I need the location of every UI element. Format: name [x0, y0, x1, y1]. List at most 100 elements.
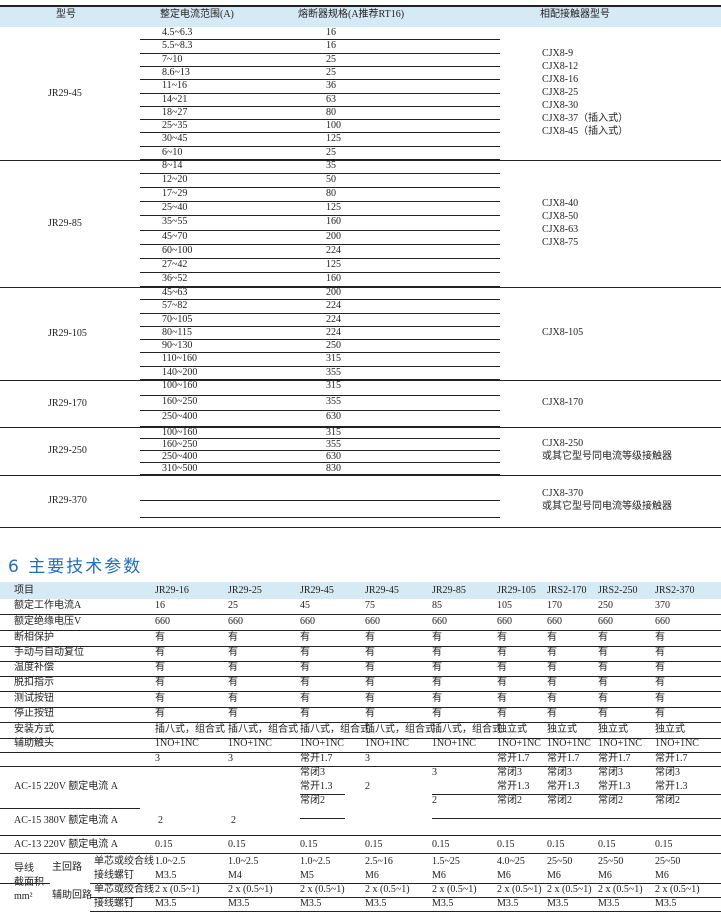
row-label: 脱扣指示: [14, 677, 54, 688]
row-value: 有: [432, 632, 442, 643]
ac15-cell: 常开1.3: [547, 781, 580, 792]
ac15-cell: 常开1.3: [497, 781, 530, 792]
wire-value: 2 x (0.5~1): [155, 884, 200, 895]
current-range-cell: 30~45: [162, 133, 188, 145]
contactor-cell: CJX8-45（插入式）: [542, 126, 629, 137]
current-range-cell: 8.6~13: [162, 66, 190, 78]
row-divider: [140, 92, 500, 94]
wire-value: M3.5: [655, 898, 677, 909]
row-value: 有: [497, 647, 507, 658]
row-divider: [0, 614, 721, 615]
row-value: 有: [497, 662, 507, 673]
row-value: 有: [365, 647, 375, 658]
row-divider: [0, 738, 721, 739]
contactor-cell: CJX8-370: [542, 488, 584, 499]
row-value: 有: [155, 677, 165, 688]
ac15-cell: 常开1.7: [598, 753, 631, 764]
row-value: 1NO+1NC: [547, 738, 591, 749]
wire-value: M6: [432, 870, 446, 881]
row-value: 有: [598, 647, 608, 658]
ac15-cell: 常闭2: [300, 795, 325, 806]
row-divider: [140, 65, 500, 67]
aux-circuit-label: 辅助回路: [52, 890, 92, 901]
fuse-cell: 830: [326, 463, 341, 474]
row-value: 有: [432, 708, 442, 719]
row-value: 660: [547, 616, 562, 627]
row-divider: [0, 722, 721, 723]
row-value: 独立式: [598, 724, 628, 735]
wire-value: 1.0~2.5: [300, 856, 331, 867]
header-model: JRS2-170: [547, 585, 587, 596]
row-value: 插八式，组合式: [300, 724, 370, 735]
wire-value: M3.5: [547, 898, 569, 909]
wire-value: 2 x (0.5~1): [432, 884, 477, 895]
wire-value: 2.5~16: [365, 856, 393, 867]
wire-sub-label: 接线螺钉: [94, 870, 134, 881]
model-cell: JR29-370: [48, 495, 87, 506]
fuse-cell: 355: [326, 395, 341, 407]
ac15-cell: 常闭2: [547, 795, 572, 806]
current-range-cell: 60~100: [162, 244, 193, 256]
fuse-cell: 80: [326, 106, 336, 118]
row-divider: [0, 707, 721, 708]
row-value: 有: [497, 693, 507, 704]
row-value: 有: [598, 693, 608, 704]
wire-sub-label: 单芯或绞合线: [94, 884, 154, 895]
wire-value: 25~50: [655, 856, 681, 867]
contactor-cell: CJX8-30: [542, 100, 579, 111]
wire-value: M4: [228, 870, 242, 881]
wire-label: 截面积: [14, 877, 44, 888]
row-divider: [0, 835, 721, 836]
row-value: 16: [155, 600, 165, 611]
fuse-cell: 200: [326, 230, 341, 242]
row-value: 有: [155, 647, 165, 658]
row-value: 有: [547, 662, 557, 673]
row-divider: [140, 271, 500, 273]
row-value: 有: [432, 677, 442, 688]
fuse-cell: 355: [326, 439, 341, 450]
ac15-cell: 常闭2: [655, 795, 680, 806]
ac15-220-label: AC-15 220V 额定电流 A: [14, 781, 118, 792]
ac13-value: 0.15: [547, 839, 565, 850]
contactor-cell: CJX8-16: [542, 74, 579, 85]
group-divider: [0, 380, 721, 381]
ac13-value: 0.15: [432, 839, 450, 850]
row-divider: [140, 119, 500, 121]
current-range-cell: 140~200: [162, 366, 198, 378]
row-divider: [140, 187, 500, 189]
wire-value: 1.5~25: [432, 856, 460, 867]
model-cell: JR29-45: [48, 87, 82, 99]
row-divider: [0, 661, 721, 662]
fuse-cell: 125: [326, 133, 341, 145]
row-divider: [140, 312, 500, 314]
current-range-cell: 310~500: [162, 463, 198, 474]
wire-value: 2 x (0.5~1): [655, 884, 700, 895]
current-range-cell: 17~29: [162, 188, 188, 200]
row-value: 660: [497, 616, 512, 627]
wire-value: 25~50: [547, 856, 573, 867]
fuse-cell: 100: [326, 120, 341, 132]
row-value: 有: [300, 677, 310, 688]
row-divider: [140, 517, 500, 518]
current-range-cell: 80~115: [162, 326, 193, 338]
row-value: 有: [155, 632, 165, 643]
row-value: 1NO+1NC: [598, 738, 642, 749]
ac15-cell: 2: [231, 815, 236, 826]
row-value: 有: [547, 647, 557, 658]
contactor-cell: CJX8-75: [542, 236, 579, 248]
ac15-cell: 常闭3: [547, 767, 572, 778]
wire-value: M6: [655, 870, 669, 881]
ac13-value: 0.15: [655, 839, 673, 850]
row-value: 1NO+1NC: [365, 738, 409, 749]
model-cell: JR29-170: [48, 397, 87, 409]
row-value: 660: [155, 616, 170, 627]
contactor-cell: CJX8-250: [542, 438, 584, 449]
current-range-cell: 70~105: [162, 313, 193, 325]
row-label: 温度补偿: [14, 662, 54, 673]
current-range-cell: 57~82: [162, 300, 188, 312]
header-model: JR29-105: [497, 585, 536, 596]
wire-sub-label: 接线螺钉: [94, 898, 134, 909]
row-value: 250: [598, 600, 613, 611]
wire-value: M3.5: [300, 898, 322, 909]
current-range-cell: 35~55: [162, 216, 188, 228]
